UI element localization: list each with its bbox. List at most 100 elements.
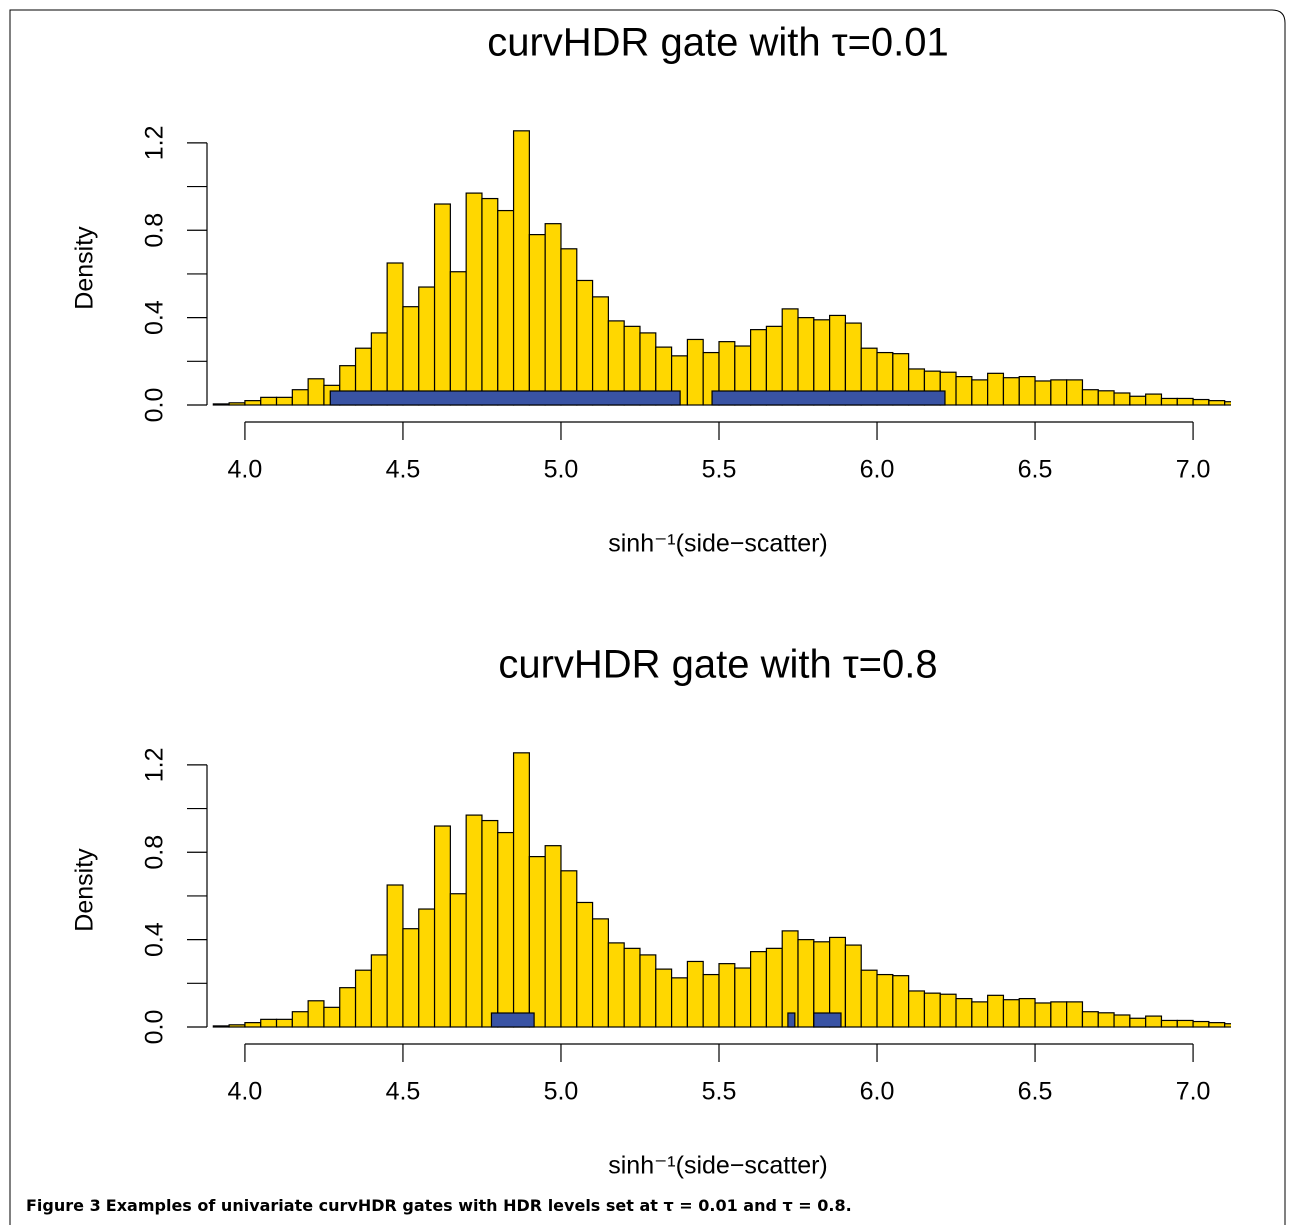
bar [686,960,704,1028]
panel: curvHDR gate with τ=0.8 0.0 0.4 0.8 1.2 Densi… [71,643,1231,1180]
caption-text: Examples of univariate curvHDR gates wit… [106,1196,852,1215]
x-tick-label: 4.5 [386,1078,421,1106]
bar [1208,400,1226,406]
bar [1176,1019,1194,1028]
x-tick-label: 6.5 [1018,1078,1053,1106]
x-tick-label: 5.0 [544,1078,579,1106]
y-axis-label: Density [71,226,99,310]
bar [465,814,483,1028]
bar [449,893,467,1028]
bar [402,306,420,406]
bar [1224,401,1231,406]
bar [1192,1020,1210,1028]
x-axis-label: sinh⁻¹(side−scatter) [608,1152,828,1180]
bar [275,396,293,406]
bar [718,963,736,1028]
bar [291,389,309,406]
bar [260,396,278,406]
bar [1081,1011,1099,1028]
bar [702,973,720,1028]
bar [576,279,594,406]
bar [1018,376,1036,406]
bar [844,944,862,1028]
chart-title: curvHDR gate with τ=0.8 [498,643,937,687]
bar [386,262,404,406]
frame [9,9,1286,1225]
x-tick-label: 5.5 [702,456,737,484]
bar [560,248,578,406]
x-tick-label: 6.5 [1018,456,1053,484]
bar [923,992,941,1028]
bar [939,993,957,1028]
bar [275,1018,293,1028]
bar [260,1018,278,1028]
y-tick-label: 0.4 [141,922,169,957]
x-tick-label: 7.0 [1176,456,1211,484]
y-tick-label: 0.8 [141,213,169,248]
bar [1081,389,1099,406]
bar [591,918,609,1028]
hdr-gate [490,1012,535,1028]
bar [1002,999,1020,1028]
y-tick-label: 0.4 [141,300,169,335]
bar [307,378,325,406]
y-tick-label: 0.8 [141,835,169,870]
chart-title: curvHDR gate with τ=0.01 [487,21,949,65]
bar [1097,390,1115,406]
bar [1192,398,1210,406]
bar [544,845,562,1028]
bar [1018,997,1036,1028]
bar [386,884,404,1028]
bar [1050,1001,1068,1028]
bar [607,942,625,1028]
bar [987,994,1005,1028]
bar [1145,1015,1163,1028]
bar [797,939,815,1028]
bar [244,1022,262,1028]
bar [370,954,388,1028]
bar [291,1011,309,1028]
bar [1145,393,1163,406]
x-axis-label: sinh⁻¹(side−scatter) [608,530,828,558]
bar [1066,379,1084,406]
bar [860,969,878,1028]
bar [1034,1002,1052,1028]
bar [639,954,657,1028]
bar [323,1006,341,1028]
bar [228,1024,246,1028]
bar [876,973,894,1028]
bar [418,908,436,1028]
plot-area [212,130,1231,406]
bar [576,901,594,1028]
x-tick-label: 4.0 [228,1078,263,1106]
bar [228,402,246,406]
bar [987,372,1005,406]
bar [512,130,530,406]
y-axis-label: Density [71,848,99,932]
y-tick-label: 0.0 [141,388,169,423]
caption-label: Figure 3 [26,1196,101,1215]
bar [971,1001,989,1028]
bar [655,968,673,1028]
bar [544,223,562,406]
bar [1066,1001,1084,1028]
bar [971,379,989,406]
bar [623,947,641,1028]
bar [497,831,515,1028]
x-tick-label: 4.0 [228,456,263,484]
bar [528,855,546,1028]
bar [1113,1014,1131,1028]
hdr-gate [329,390,681,406]
hdr-gate [813,1012,842,1028]
bar [418,286,436,406]
bar [1129,1017,1147,1028]
bar [1176,397,1194,406]
bar [465,192,483,406]
bar [212,403,230,406]
bar [339,987,357,1028]
bar [1034,380,1052,406]
bar [1050,379,1068,406]
y-tick-label: 1.2 [141,125,169,160]
bar [1160,397,1178,406]
bar [670,977,688,1028]
